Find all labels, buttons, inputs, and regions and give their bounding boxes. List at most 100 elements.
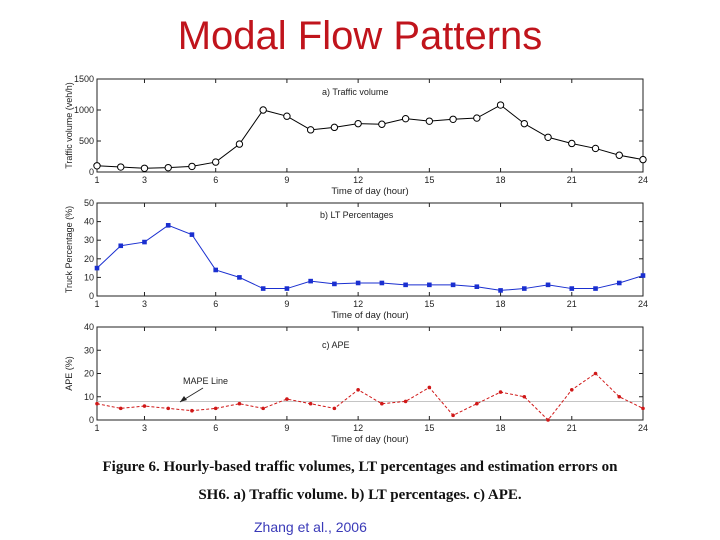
- data-point: [261, 406, 265, 411]
- y-tick-label: 1000: [74, 105, 94, 115]
- x-tick-label: 1: [94, 175, 99, 185]
- series-line: [96, 372, 644, 421]
- data-point: [569, 286, 575, 291]
- data-point: [213, 406, 218, 411]
- data-point: [593, 371, 598, 376]
- data-point: [641, 406, 645, 411]
- data-point: [616, 280, 622, 286]
- data-point: [95, 401, 99, 406]
- y-axis-label: APE (%): [64, 356, 74, 391]
- mape-annotation: MAPE Line: [183, 376, 228, 386]
- series-line: [96, 224, 644, 291]
- data-point: [142, 239, 147, 245]
- data-point: [474, 284, 480, 289]
- x-axis-label: Time of day (hour): [331, 186, 408, 197]
- x-tick-label: 9: [284, 175, 289, 185]
- panel-traffic-volume: 1 3 6 9 12 15 18 21 24 0 500 1000 1500 a) Traffic vol…: [64, 74, 648, 197]
- x-tick-label: 18: [496, 299, 506, 309]
- x-tick-label: 15: [424, 175, 434, 185]
- x-tick-label: 12: [353, 175, 363, 185]
- data-point: [166, 406, 171, 411]
- data-point: [640, 273, 646, 278]
- x-tick-label: 15: [424, 299, 434, 309]
- x-tick-label: 6: [213, 423, 218, 433]
- data-point: [237, 401, 242, 406]
- data-point: [260, 286, 266, 291]
- panel-title: a) Traffic volume: [322, 87, 388, 97]
- data-point: [569, 387, 574, 392]
- x-tick-label: 3: [142, 299, 147, 309]
- plot-frame: [96, 202, 644, 297]
- y-tick-label: 40: [84, 322, 94, 332]
- data-point: [617, 394, 622, 399]
- data-point: [354, 119, 362, 128]
- y-tick-label: 500: [79, 136, 94, 146]
- data-point: [498, 288, 503, 293]
- data-point: [356, 387, 360, 392]
- x-tick-label: 9: [284, 299, 289, 309]
- data-point: [639, 155, 647, 164]
- x-tick-label: 3: [142, 175, 147, 185]
- data-point: [427, 282, 432, 288]
- data-point: [522, 286, 527, 291]
- y-tick-label: 0: [89, 415, 94, 425]
- data-point: [211, 158, 220, 166]
- panel-lt-percentages: 1 3 6 9 12 15 18 21 24 0 10 20 30 40 50 b) LT Percentag…: [64, 198, 648, 321]
- data-point: [94, 265, 100, 271]
- y-tick-label: 10: [84, 272, 94, 282]
- y-axis-label: Truck Percentage (%): [64, 206, 74, 293]
- data-point: [306, 126, 315, 134]
- figure-caption-line-2: SH6. a) Traffic volume. b) LT percentage…: [198, 487, 522, 503]
- data-point: [189, 232, 195, 237]
- data-point: [568, 139, 576, 148]
- data-point: [235, 140, 244, 148]
- data-point: [451, 413, 455, 418]
- x-axis-label: Time of day (hour): [331, 310, 408, 321]
- data-point: [284, 286, 290, 291]
- data-point: [332, 281, 337, 287]
- plot-frame: [96, 326, 644, 421]
- x-tick-label: 21: [567, 423, 577, 433]
- data-point: [425, 117, 434, 125]
- data-point: [190, 408, 194, 413]
- panel-title: c) APE: [322, 340, 350, 350]
- x-tick-label: 6: [213, 299, 218, 309]
- data-point: [473, 114, 481, 122]
- y-tick-label: 50: [84, 198, 94, 208]
- x-tick-label: 12: [353, 299, 363, 309]
- data-point: [164, 163, 172, 172]
- y-tick-label: 30: [84, 345, 94, 355]
- data-point: [142, 404, 147, 408]
- data-point: [615, 151, 623, 159]
- data-point: [591, 144, 600, 153]
- data-point: [449, 115, 457, 124]
- y-tick-label: 20: [84, 254, 94, 264]
- x-tick-label: 1: [94, 299, 99, 309]
- mape-arrowhead: [180, 396, 187, 402]
- y-tick-label: 20: [84, 369, 94, 379]
- x-tick-label: 24: [638, 299, 648, 309]
- data-point: [401, 114, 410, 123]
- y-tick-label: 10: [84, 392, 94, 402]
- data-point: [522, 394, 527, 399]
- data-point: [308, 401, 313, 406]
- series-line: [96, 104, 644, 169]
- data-point: [378, 120, 386, 128]
- data-point: [544, 133, 552, 141]
- data-point: [355, 280, 361, 286]
- data-point: [546, 418, 550, 422]
- data-point: [427, 385, 432, 390]
- data-point: [188, 162, 196, 171]
- data-point: [332, 406, 337, 411]
- data-point: [213, 267, 218, 273]
- data-point: [118, 406, 123, 411]
- x-tick-label: 18: [496, 175, 506, 185]
- data-point: [330, 123, 339, 132]
- x-tick-label: 1: [94, 423, 99, 433]
- data-point: [285, 397, 289, 401]
- data-point: [498, 390, 503, 394]
- x-tick-label: 15: [424, 423, 434, 433]
- data-point: [165, 223, 171, 228]
- y-tick-label: 30: [84, 235, 94, 245]
